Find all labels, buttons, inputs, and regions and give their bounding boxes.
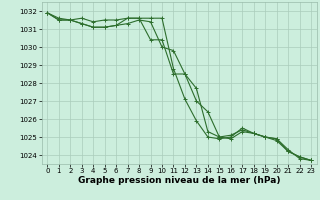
X-axis label: Graphe pression niveau de la mer (hPa): Graphe pression niveau de la mer (hPa) [78, 176, 280, 185]
